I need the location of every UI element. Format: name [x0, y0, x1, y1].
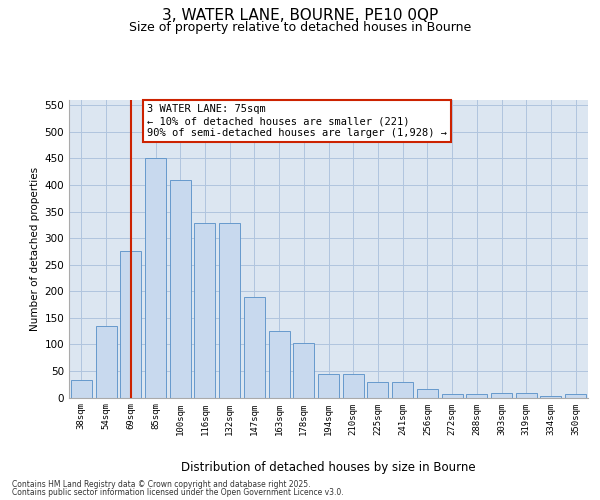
- Bar: [367, 382, 388, 398]
- Bar: [343, 374, 364, 398]
- Bar: [442, 394, 463, 398]
- Bar: [170, 180, 191, 398]
- Bar: [293, 344, 314, 398]
- Bar: [318, 374, 339, 398]
- Bar: [516, 392, 537, 398]
- Bar: [219, 223, 240, 398]
- Text: Contains public sector information licensed under the Open Government Licence v3: Contains public sector information licen…: [12, 488, 344, 497]
- Text: 3, WATER LANE, BOURNE, PE10 0QP: 3, WATER LANE, BOURNE, PE10 0QP: [162, 8, 438, 22]
- Bar: [120, 252, 141, 398]
- Bar: [466, 394, 487, 398]
- Y-axis label: Number of detached properties: Number of detached properties: [30, 166, 40, 331]
- Bar: [491, 392, 512, 398]
- Bar: [269, 331, 290, 398]
- Bar: [194, 223, 215, 398]
- Bar: [392, 382, 413, 398]
- Text: Size of property relative to detached houses in Bourne: Size of property relative to detached ho…: [129, 21, 471, 34]
- Bar: [565, 394, 586, 398]
- Text: 3 WATER LANE: 75sqm
← 10% of detached houses are smaller (221)
90% of semi-detac: 3 WATER LANE: 75sqm ← 10% of detached ho…: [147, 104, 447, 138]
- Bar: [244, 296, 265, 398]
- Bar: [95, 326, 116, 398]
- Bar: [71, 380, 92, 398]
- Text: Distribution of detached houses by size in Bourne: Distribution of detached houses by size …: [181, 461, 476, 474]
- Bar: [145, 158, 166, 398]
- Text: Contains HM Land Registry data © Crown copyright and database right 2025.: Contains HM Land Registry data © Crown c…: [12, 480, 311, 489]
- Bar: [417, 389, 438, 398]
- Bar: [541, 396, 562, 398]
